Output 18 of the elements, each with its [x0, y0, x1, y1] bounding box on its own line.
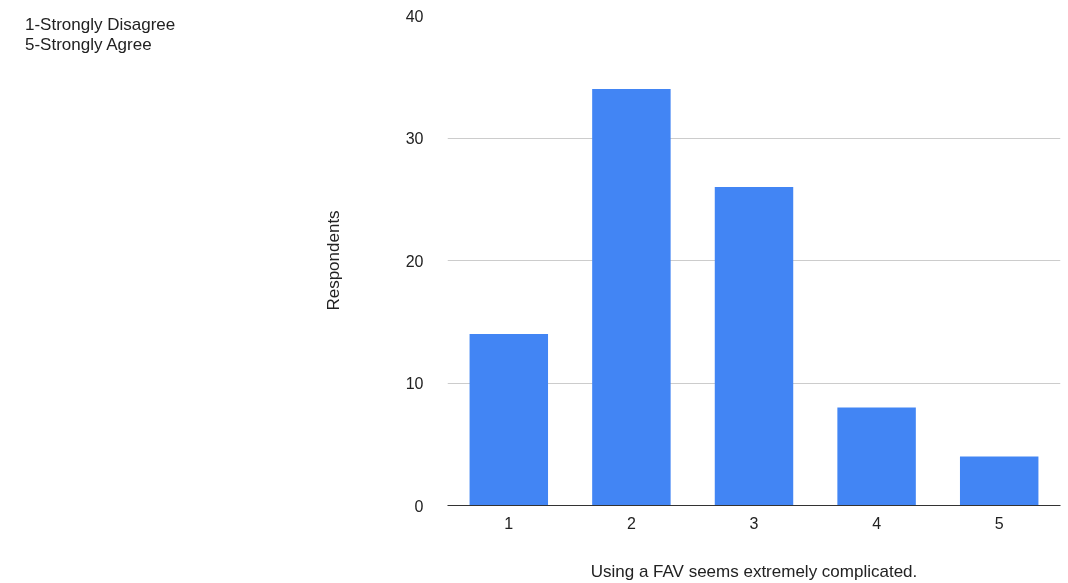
bar — [592, 89, 671, 506]
x-axis-title: Using a FAV seems extremely complicated. — [590, 561, 918, 581]
y-tick-label: 40 — [405, 7, 424, 25]
y-axis-title: Respondents — [323, 210, 343, 311]
bar — [714, 187, 794, 506]
text: 1-Strongly Disagree 5-Strongly Agree — [25, 15, 176, 55]
bar — [837, 407, 916, 506]
x-tick-label: 5 — [994, 514, 1004, 532]
bar — [469, 334, 549, 506]
y-tick-label: 10 — [405, 375, 424, 392]
bar — [959, 456, 1039, 506]
x-tick-label: 2 — [626, 514, 636, 532]
x-tick-label: 1 — [504, 514, 514, 532]
x-tick-label: 3 — [749, 514, 759, 532]
y-tick-label: 0 — [414, 497, 424, 515]
y-tick-label: 20 — [405, 252, 424, 270]
x-tick-label: 4 — [872, 514, 882, 532]
y-tick-label: 30 — [405, 130, 424, 147]
